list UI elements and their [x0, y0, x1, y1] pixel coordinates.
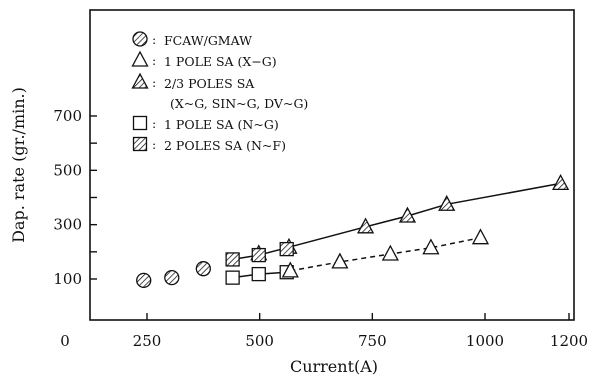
legend-colon: : [152, 53, 156, 68]
x-axis-ticks: 0 250 500 750 1000 1200 [60, 313, 588, 350]
data-point-hatched-square [225, 252, 240, 267]
y-axis-title: Dap. rate (gr./min.) [9, 87, 28, 243]
legend: : FCAW/GMAW: 1 POLE SA (X−G): 2/3 POLES SA(… [131, 31, 308, 153]
x-tick-label: 1000 [466, 332, 504, 350]
x-tick-label: 0 [60, 332, 70, 350]
legend-colon: : [152, 116, 156, 131]
legend-label: 1 POLE SA (X−G) [164, 54, 277, 69]
legend-label: FCAW/GMAW [164, 33, 252, 48]
data-point-hatched-circle [195, 261, 211, 277]
legend-marker-hatched-square [132, 136, 148, 152]
series-markers [136, 173, 570, 289]
data-point-hatched-triangle [552, 173, 570, 191]
legend-label: (X~G, SIN~G, DV~G) [170, 96, 308, 111]
y-tick-label: 300 [53, 216, 82, 234]
legend-colon: : [152, 75, 156, 90]
data-point-open-triangle [331, 252, 349, 269]
data-point-open-triangle [281, 261, 299, 278]
legend-label: 2/3 POLES SA [164, 76, 255, 91]
data-point-open-square [225, 270, 240, 285]
x-tick-label: 1200 [550, 332, 588, 350]
data-point-open-triangle [381, 244, 399, 261]
data-point-open-square [251, 266, 266, 282]
x-tick-label: 750 [358, 332, 387, 350]
y-tick-label: 700 [53, 107, 82, 125]
legend-marker-hatched-triangle [131, 72, 149, 89]
plot-frame [89, 9, 575, 321]
data-point-hatched-square [279, 241, 294, 257]
data-point-hatched-triangle [438, 194, 456, 211]
data-point-open-triangle [471, 228, 490, 245]
legend-marker-open-square [132, 115, 148, 131]
data-point-hatched-circle [164, 269, 180, 286]
x-axis-title: Current(A) [290, 357, 378, 376]
series-lines [232, 182, 561, 279]
y-axis-ticks: 100 300 500 700 [53, 107, 97, 288]
data-point-open-triangle [422, 238, 440, 255]
data-point-hatched-triangle [356, 217, 375, 234]
x-tick-label: 500 [245, 332, 274, 350]
data-point-hatched-square [251, 247, 266, 263]
data-point-hatched-triangle [398, 206, 417, 223]
legend-marker-open-triangle [131, 50, 149, 67]
x-tick-label: 250 [133, 332, 162, 350]
legend-colon: : [152, 32, 156, 47]
legend-label: 1 POLE SA (N~G) [164, 117, 279, 132]
y-tick-label: 100 [53, 270, 82, 288]
legend-label: 2 POLES SA (N~F) [164, 138, 286, 153]
legend-marker-hatched-circle [132, 31, 148, 47]
y-tick-label: 500 [53, 161, 82, 179]
data-point-hatched-circle [136, 272, 152, 289]
legend-colon: : [152, 137, 156, 152]
